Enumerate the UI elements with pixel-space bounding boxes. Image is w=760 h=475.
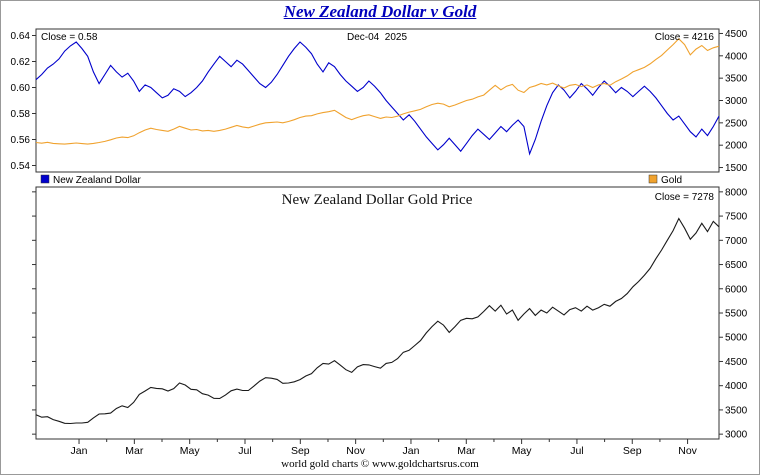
bottom-chart-title: New Zealand Dollar Gold Price (282, 192, 473, 208)
right-axis-tick-label: 3500 (725, 405, 748, 416)
gold-series-line (35, 38, 720, 145)
gold-legend-label: Gold (661, 175, 682, 186)
right-axis-tick-label: 7500 (725, 212, 748, 223)
right-axis-tick-label: 4000 (725, 381, 748, 392)
right-axis-tick-label: 4500 (725, 357, 748, 368)
right-axis-tick-label: 4500 (725, 29, 748, 40)
right-axis-tick-label: 7000 (725, 236, 748, 247)
nzd-legend-label: New Zealand Dollar (53, 175, 141, 186)
nzd-gold-price-series-line (35, 217, 720, 425)
x-axis-month-label: Nov (346, 445, 365, 457)
x-axis-month-label: Jul (238, 445, 251, 457)
right-axis-tick-label: 6000 (725, 284, 748, 295)
x-axis-month-label: Sep (623, 445, 642, 457)
left-axis-tick-label: 0.60 (11, 83, 31, 94)
left-axis-tick-label: 0.58 (11, 109, 31, 120)
x-axis-month-label: May (180, 445, 201, 457)
right-axis-tick-label: 8000 (725, 187, 748, 198)
nzd-gold-close-annotation: Close = 7278 (655, 192, 715, 203)
x-axis-month-label: Mar (125, 445, 144, 457)
left-axis-tick-label: 0.56 (11, 135, 31, 146)
right-axis-tick-label: 2500 (725, 118, 748, 129)
footer-credit: world gold charts © www.goldchartsrus.co… (281, 458, 479, 470)
right-axis-tick-label: 5500 (725, 309, 748, 320)
x-axis-month-label: Mar (457, 445, 476, 457)
date-annotation: Dec-04 2025 (347, 32, 407, 43)
chart-generated-layer: 0.54 0.56 0.58 0.60 0.62 0.64 1500 2000 2500 3000… (11, 28, 748, 457)
right-axis-tick-label: 1500 (725, 163, 748, 174)
nzd-close-annotation: Close = 0.58 (41, 32, 98, 43)
right-axis-tick-label: 3500 (725, 74, 748, 85)
right-axis-tick-label: 5000 (725, 333, 748, 344)
gold-legend-swatch (648, 174, 658, 184)
new-zealand-dollar-series-line (35, 41, 720, 156)
left-axis-tick-label: 0.54 (11, 161, 31, 172)
right-axis-tick-label: 2000 (725, 141, 748, 152)
right-axis-tick-label: 6500 (725, 260, 748, 271)
x-axis-month-label: May (512, 445, 533, 457)
nzd-legend-swatch (40, 174, 50, 184)
left-axis-tick-label: 0.64 (11, 31, 31, 42)
right-axis-tick-label: 3000 (725, 430, 748, 441)
gold-close-annotation: Close = 4216 (655, 32, 715, 43)
x-axis-month-label: Jul (570, 445, 583, 457)
panel-border (35, 28, 720, 173)
x-axis-month-label: Jan (402, 445, 419, 457)
panel-border (35, 186, 720, 440)
right-axis-tick-label: 4000 (725, 51, 748, 62)
right-axis-tick-label: 3000 (725, 96, 748, 107)
left-axis-tick-label: 0.62 (11, 57, 31, 68)
x-axis-month-label: Sep (291, 445, 310, 457)
x-axis-month-label: Nov (678, 445, 697, 457)
page-title: New Zealand Dollar v Gold (283, 2, 477, 21)
x-axis-month-label: Jan (71, 445, 88, 457)
